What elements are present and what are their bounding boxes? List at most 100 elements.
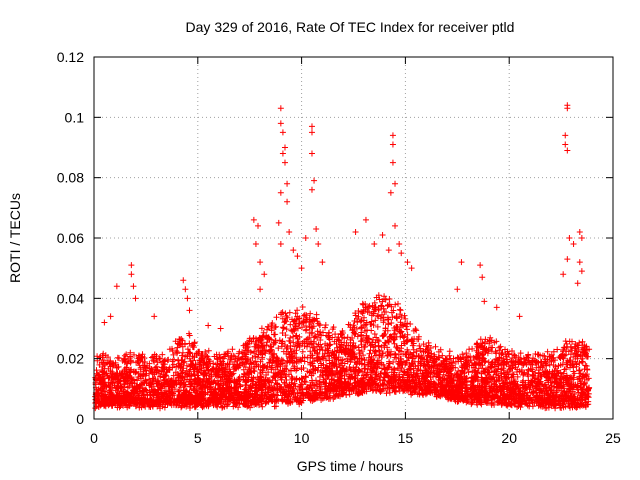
data-point: [294, 253, 301, 260]
data-point: [479, 274, 486, 281]
data-point: [404, 259, 411, 266]
data-point: [389, 159, 396, 166]
dense-point-cloud: [92, 292, 593, 412]
data-point: [493, 304, 500, 311]
data-point: [392, 222, 399, 229]
data-point: [217, 325, 224, 332]
x-tick-label: 15: [398, 430, 414, 446]
data-point: [182, 286, 189, 293]
data-point: [113, 283, 120, 290]
data-point: [252, 241, 259, 248]
data-point: [205, 322, 212, 329]
data-point: [130, 283, 137, 290]
y-tick-label: 0: [76, 411, 84, 427]
data-point: [261, 271, 268, 278]
data-point: [311, 177, 318, 184]
data-point: [275, 219, 282, 226]
data-point: [387, 189, 394, 196]
data-point: [279, 129, 286, 136]
x-axis-label: GPS time / hours: [297, 458, 404, 474]
data-point: [574, 280, 581, 287]
data-point: [566, 235, 573, 241]
data-point: [398, 250, 405, 257]
data-point: [308, 186, 315, 193]
data-point: [281, 159, 288, 166]
data-point: [578, 268, 585, 275]
data-point: [128, 262, 135, 269]
data-point: [284, 180, 291, 187]
data-point: [290, 247, 297, 254]
data-point: [396, 241, 403, 248]
data-point: [257, 286, 264, 293]
y-axis-ticks: 0 0.02 0.04 0.06 0.08 0.1 0.12: [57, 49, 613, 427]
data-point: [284, 198, 291, 205]
data-point: [371, 241, 378, 248]
data-points-outliers: [101, 102, 585, 332]
y-axis-label: ROTI / TECUs: [7, 193, 23, 283]
data-point: [132, 295, 139, 302]
data-point: [560, 271, 567, 278]
x-tick-label: 10: [294, 430, 310, 446]
data-point: [308, 123, 315, 130]
data-point: [408, 265, 415, 272]
x-tick-label: 25: [605, 430, 621, 446]
data-point: [576, 259, 583, 266]
data-point: [481, 298, 488, 305]
data-point: [257, 259, 264, 266]
data-point: [277, 120, 284, 127]
data-point: [570, 241, 577, 248]
data-point: [564, 105, 571, 112]
data-point: [298, 265, 305, 272]
data-point: [277, 105, 284, 112]
data-point: [576, 228, 583, 235]
y-tick-label: 0.08: [57, 170, 84, 186]
data-point: [255, 222, 262, 229]
data-point: [277, 241, 284, 248]
data-point: [516, 313, 523, 320]
grid-lines: [94, 57, 613, 419]
data-points-dense: [92, 292, 593, 412]
data-point: [186, 307, 193, 314]
data-point: [286, 228, 293, 235]
data-point: [101, 319, 108, 326]
data-point: [564, 147, 571, 154]
data-point: [250, 216, 257, 223]
data-point: [107, 313, 114, 320]
data-point: [302, 235, 309, 241]
x-tick-label: 0: [90, 430, 98, 446]
y-tick-label: 0.04: [57, 290, 84, 306]
data-point: [279, 150, 286, 157]
data-point: [379, 231, 386, 238]
y-tick-label: 0.12: [57, 49, 84, 65]
data-point: [313, 225, 320, 232]
data-point: [128, 271, 135, 278]
data-point: [362, 216, 369, 223]
data-point: [389, 141, 396, 148]
y-tick-label: 0.06: [57, 230, 84, 246]
data-point: [578, 235, 585, 241]
y-tick-label: 0.1: [65, 109, 85, 125]
data-point: [352, 228, 359, 235]
data-point: [308, 129, 315, 136]
data-point: [454, 286, 461, 293]
data-point: [477, 262, 484, 269]
data-point: [184, 295, 191, 302]
chart-title: Day 329 of 2016, Rate Of TEC Index for r…: [186, 19, 515, 35]
data-point: [180, 277, 187, 284]
data-point: [277, 189, 284, 196]
data-point: [385, 247, 392, 254]
data-point: [315, 241, 322, 248]
data-point: [151, 313, 158, 320]
data-point: [562, 141, 569, 148]
x-axis-ticks: 0 5 10 15 20 25: [90, 57, 621, 446]
data-point: [564, 256, 571, 263]
data-point: [281, 144, 288, 151]
data-point: [319, 259, 326, 266]
data-point: [389, 132, 396, 139]
data-point: [392, 180, 399, 187]
y-tick-label: 0.02: [57, 351, 84, 367]
x-tick-label: 20: [501, 430, 517, 446]
x-tick-label: 5: [194, 430, 202, 446]
data-point: [562, 132, 569, 139]
